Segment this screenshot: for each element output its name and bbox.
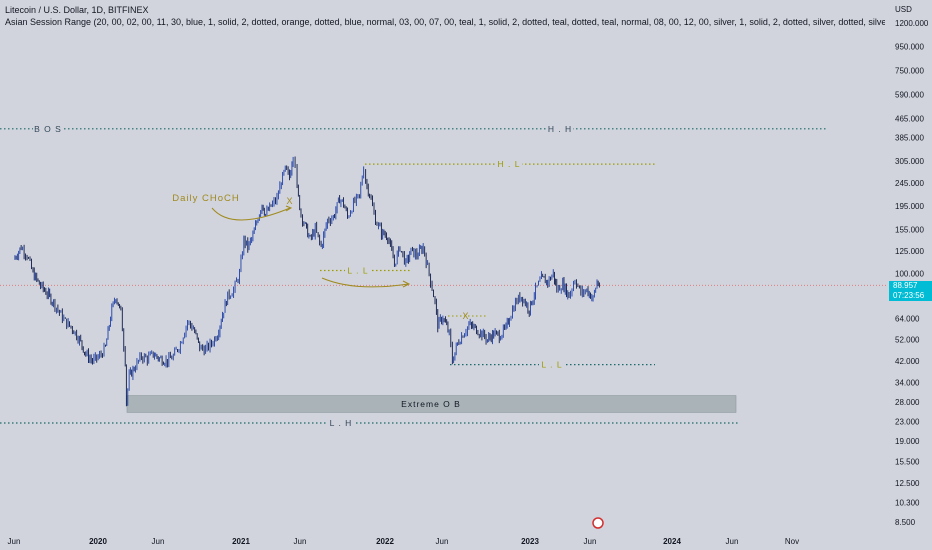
time-tick-label: Jun [8, 537, 21, 546]
time-tick-label: 2022 [376, 537, 394, 546]
countdown-timer: 07:23:56 [893, 291, 925, 300]
price-candles [14, 156, 600, 407]
price-tick-label: 465.000 [895, 115, 924, 124]
time-tick-label: Jun [436, 537, 449, 546]
event-icon [592, 517, 604, 529]
price-axis: 1200.000 950.000 750.000 590.000 465.000 385.… [886, 0, 932, 536]
price-tick-label: 950.000 [895, 43, 924, 52]
price-tick-label: 42.000 [895, 357, 920, 366]
ll-mid-chip [345, 265, 371, 276]
time-tick-label: 2020 [89, 537, 107, 546]
time-axis: Jun 2020 Jun 2021 Jun 2022 Jun 2023 Jun 2024 Jun No… [8, 517, 799, 546]
price-tick-label: 1200.000 [895, 19, 929, 28]
price-tick-label: 8.500 [895, 518, 916, 527]
price-tick-label: 125.000 [895, 247, 924, 256]
price-tick-label: 750.000 [895, 66, 924, 75]
time-tick-label: Nov [785, 537, 799, 546]
ll-right-chip [539, 359, 565, 370]
price-axis-bg [886, 0, 932, 536]
lh-chip [328, 417, 354, 428]
ll-arrow [321, 277, 409, 288]
price-tick-label: 10.300 [895, 499, 920, 508]
choch-label: Daily CHoCH [172, 193, 239, 204]
ll-mid-label: L . L [347, 266, 368, 276]
price-tick-label: 100.000 [895, 269, 924, 278]
currency-label[interactable]: USD [895, 5, 912, 14]
time-tick-label: 2024 [663, 537, 681, 546]
bos-label: B O S [34, 124, 62, 134]
time-tick-label: Jun [294, 537, 307, 546]
hl-chip [496, 159, 522, 170]
last-price-tag: 88.957 07:23:56 [889, 281, 932, 301]
time-tick-label: Jun [584, 537, 597, 546]
levels [0, 128, 886, 424]
price-tick-label: 245.000 [895, 179, 924, 188]
hh-label: H . H [548, 124, 572, 134]
price-tick-label: 64.000 [895, 314, 920, 323]
price-tick-label: 12.500 [895, 479, 920, 488]
price-tick-label: 155.000 [895, 225, 924, 234]
price-tick-label: 385.000 [895, 134, 924, 143]
last-price-value: 88.957 [893, 281, 918, 290]
lh-label: L . H [330, 418, 353, 428]
ll-right-label: L . L [541, 360, 562, 370]
indicator-legend[interactable]: Asian Session Range (20, 00, 02, 00, 11,… [5, 17, 885, 27]
price-tick-label: 195.000 [895, 202, 924, 211]
annotations: B O S H . H H . L L . L L . L L . H Extreme O … [33, 123, 573, 428]
ll-arrow-head [402, 280, 411, 288]
hl-label: H . L [498, 159, 521, 169]
price-tick-label: 19.000 [895, 437, 920, 446]
time-tick-label: 2021 [232, 537, 250, 546]
time-tick-label: 2023 [521, 537, 539, 546]
x-mark-1: X [286, 196, 293, 206]
price-tick-label: 23.000 [895, 418, 920, 427]
price-tick-label: 305.000 [895, 157, 924, 166]
symbol-title[interactable]: Litecoin / U.S. Dollar, 1D, BITFINEX [5, 5, 149, 15]
order-block-zone [126, 395, 737, 413]
price-tick-label: 15.500 [895, 457, 920, 466]
bos-chip [33, 123, 63, 134]
hh-chip [547, 123, 573, 134]
order-block-label: Extreme O B [401, 399, 461, 409]
choch-arrow-head [285, 205, 293, 212]
time-tick-label: Jun [726, 537, 739, 546]
price-tick-label: 34.000 [895, 378, 920, 387]
choch-arrow [211, 207, 291, 221]
time-tick-label: Jun [152, 537, 165, 546]
price-tick-label: 28.000 [895, 398, 920, 407]
price-tick-label: 52.000 [895, 335, 920, 344]
price-tick-label: 590.000 [895, 91, 924, 100]
